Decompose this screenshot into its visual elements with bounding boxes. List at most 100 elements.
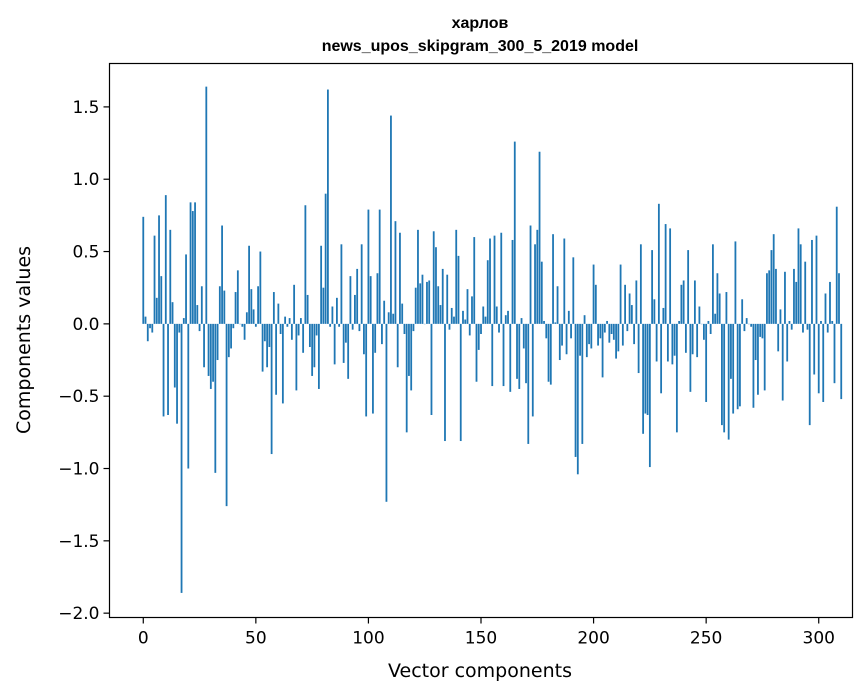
bar-119 (410, 323, 413, 391)
bar-138 (453, 316, 455, 324)
bar-297 (811, 239, 813, 324)
bar-20 (187, 323, 190, 469)
bar-173 (531, 323, 534, 417)
bar-88 (340, 244, 343, 324)
bar-26 (200, 286, 203, 324)
x-tick-label: 150 (465, 629, 497, 649)
bar-159 (500, 232, 503, 324)
bar-86 (336, 297, 338, 324)
y-tick-label: −2.0 (58, 604, 99, 624)
bar-308 (835, 206, 838, 324)
bar-203 (599, 323, 602, 339)
bar-68 (295, 323, 298, 391)
bar-266 (741, 299, 744, 324)
bar-10 (164, 195, 167, 324)
bar-179 (545, 323, 548, 339)
bar-309 (838, 273, 840, 324)
bar-100 (367, 209, 370, 324)
bar-279 (770, 250, 773, 324)
bar-182 (552, 234, 554, 324)
bar-166 (516, 323, 518, 379)
bar-169 (522, 323, 525, 349)
bar-174 (534, 244, 536, 324)
bar-280 (772, 234, 775, 324)
bar-92 (349, 276, 352, 324)
bar-85 (333, 323, 336, 365)
bar-247 (698, 306, 701, 324)
bar-15 (176, 323, 178, 424)
bar-234 (669, 228, 672, 324)
bar-300 (817, 323, 820, 394)
bar-84 (331, 306, 334, 324)
bar-82 (327, 89, 329, 324)
bar-116 (403, 323, 406, 334)
bar-243 (689, 323, 692, 392)
bar-61 (279, 323, 282, 334)
bar-89 (342, 323, 345, 363)
bar-29 (207, 323, 210, 376)
bar-97 (360, 244, 363, 324)
bar-283 (779, 309, 782, 324)
bar-110 (390, 115, 392, 324)
bar-0 (142, 216, 145, 324)
bar-310 (840, 323, 843, 400)
bar-190 (570, 323, 572, 339)
x-tick-label: 0 (138, 629, 149, 649)
bar-70 (299, 318, 302, 324)
bar-46 (245, 312, 248, 324)
bar-17 (180, 323, 183, 593)
bar-21 (189, 202, 192, 324)
bar-196 (583, 315, 586, 324)
bar-161 (504, 315, 507, 324)
bar-304 (826, 323, 829, 333)
bar-218 (633, 323, 635, 345)
bar-67 (293, 284, 296, 324)
bar-139 (455, 229, 458, 324)
bar-79 (320, 245, 323, 324)
bar-47 (248, 245, 250, 324)
bar-264 (736, 323, 739, 410)
y-tick-label: −1.0 (58, 460, 99, 480)
bar-231 (662, 307, 665, 324)
bar-11 (167, 323, 169, 415)
bar-200 (592, 264, 595, 324)
bar-134 (444, 323, 446, 442)
bar-167 (518, 323, 521, 389)
bar-145 (468, 323, 471, 336)
bar-30 (209, 323, 212, 389)
bar-27 (203, 323, 205, 368)
bar-23 (194, 202, 196, 324)
bar-238 (678, 320, 681, 324)
bar-78 (317, 323, 320, 389)
bar-276 (763, 323, 766, 391)
bar-35 (221, 225, 223, 324)
bar-188 (565, 323, 568, 355)
bar-101 (369, 276, 372, 324)
bar-172 (529, 225, 532, 324)
bar-63 (284, 316, 287, 324)
bar-154 (489, 238, 491, 324)
bar-105 (378, 209, 381, 324)
bar-206 (606, 320, 608, 324)
y-tick-label: 1.5 (72, 98, 99, 118)
bar-180 (547, 323, 550, 382)
bar-219 (635, 280, 638, 324)
bar-162 (507, 310, 509, 324)
bar-292 (799, 244, 802, 324)
bar-215 (626, 323, 629, 332)
bar-56 (268, 323, 271, 348)
bar-272 (754, 323, 757, 361)
bar-137 (450, 307, 453, 324)
bar-91 (347, 323, 350, 379)
bar-123 (419, 283, 422, 324)
bar-259 (725, 292, 728, 324)
bar-189 (567, 310, 570, 324)
bar-2 (146, 323, 149, 342)
bar-201 (594, 284, 597, 324)
bar-177 (540, 261, 543, 324)
bar-216 (628, 293, 631, 324)
bar-130 (435, 247, 437, 324)
bar-50 (254, 323, 257, 327)
bar-187 (563, 238, 566, 324)
